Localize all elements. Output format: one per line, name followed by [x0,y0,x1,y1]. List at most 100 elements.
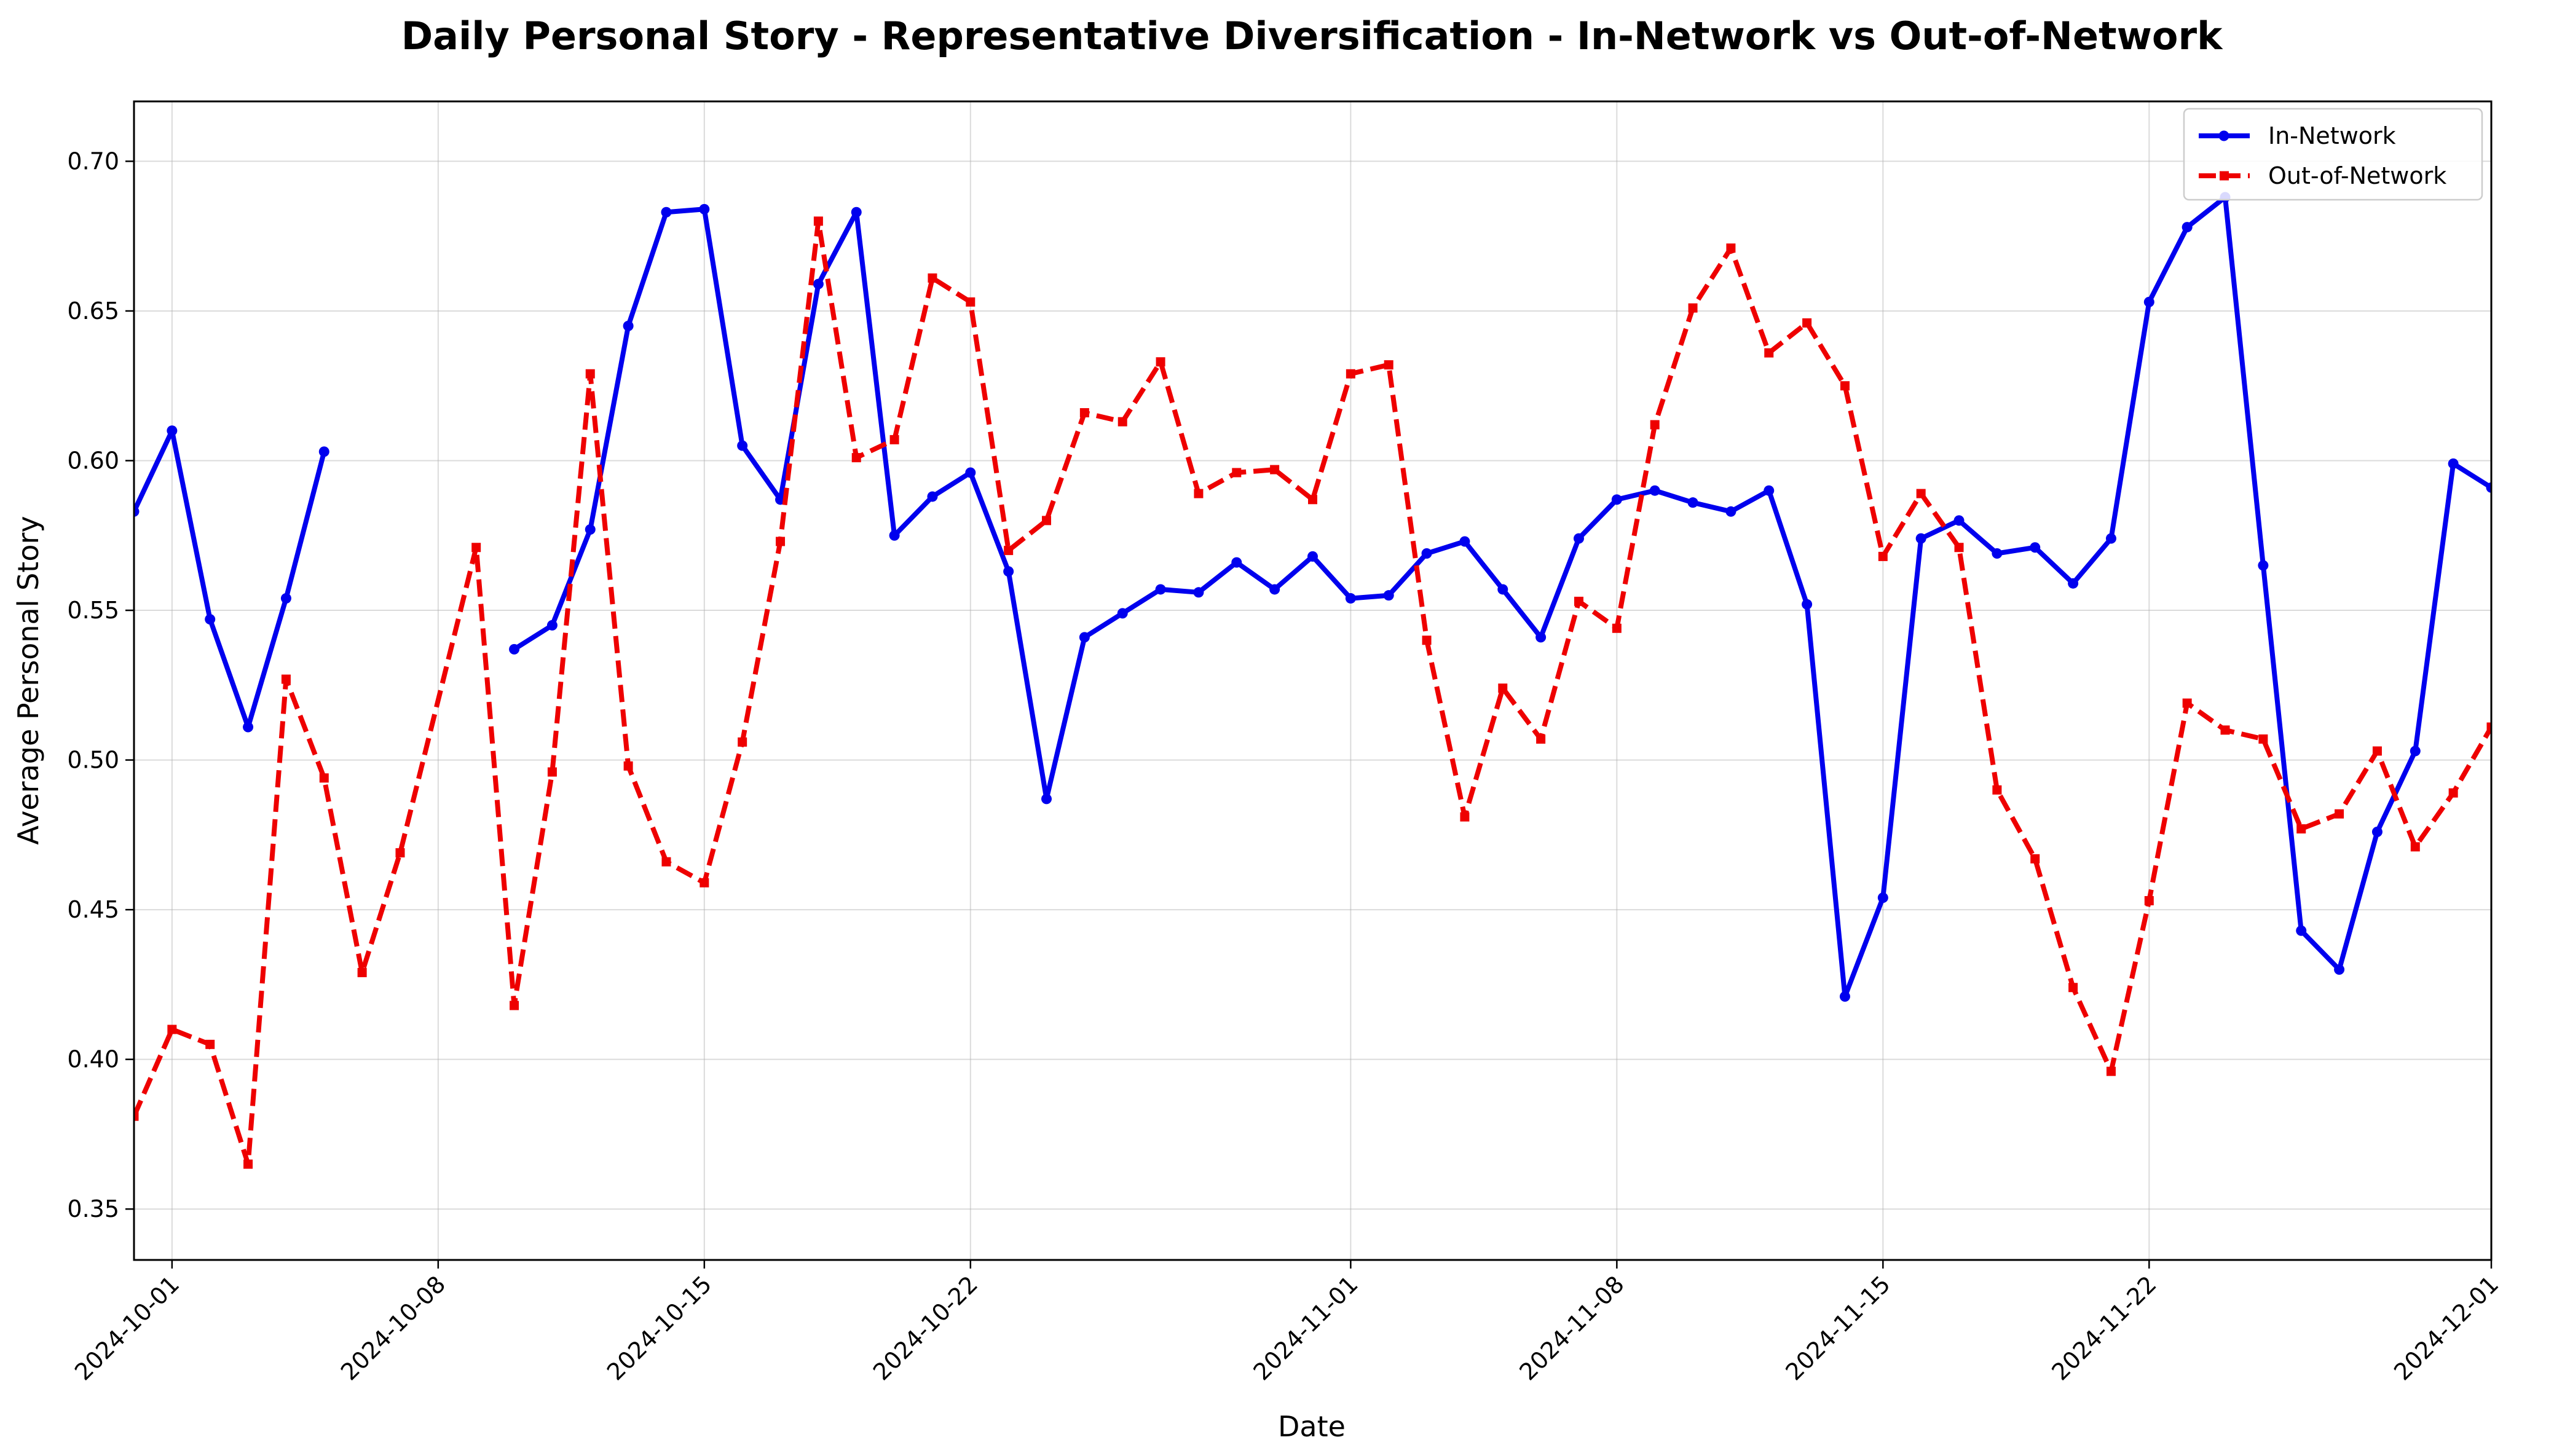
data-point-in-network [1839,991,1850,1002]
y-axis-label: Average Personal Story [12,516,45,844]
data-point-out-of-network [585,369,595,379]
data-point-out-of-network [2030,854,2040,864]
data-point-in-network [2068,578,2079,589]
grid [134,101,2492,1260]
data-point-out-of-network [2335,809,2344,819]
data-point-in-network [2296,925,2307,936]
legend-item-out-of-network: Out-of-Network [2199,162,2446,189]
data-point-out-of-network [471,543,481,553]
legend: In-Network Out-of-Network [2183,108,2483,201]
data-point-in-network [318,446,329,457]
plot-frame [133,100,2493,1261]
data-point-in-network [2334,964,2345,975]
data-point-in-network [2448,458,2459,469]
series-line-out-of-network [134,218,2491,1167]
x-axis-label: Date [1278,1410,1346,1443]
data-point-in-network [134,506,140,517]
data-point-out-of-network [1612,623,1622,633]
y-tick-label: 0.35 [67,1195,119,1222]
data-point-in-network [2371,826,2383,837]
data-point-out-of-network [700,878,709,887]
data-point-in-network [1345,593,1356,604]
data-point-in-network [1802,599,1813,610]
data-point-out-of-network [1726,243,1736,253]
data-point-out-of-network [1916,489,1926,498]
data-point-out-of-network [134,1111,139,1121]
data-point-out-of-network [1878,551,1888,561]
data-point-in-network [661,207,672,218]
data-point-out-of-network [2220,725,2230,735]
data-point-in-network [1421,548,1432,559]
data-point-in-network [1269,584,1280,595]
data-point-in-network [1307,551,1318,562]
data-point-out-of-network [1764,348,1774,358]
data-point-in-network [1725,506,1736,517]
data-point-in-network [1649,485,1660,496]
data-point-out-of-network [1384,360,1393,370]
data-point-out-of-network [1992,785,2002,795]
data-point-out-of-network [1042,516,1052,525]
data-point-out-of-network [1840,381,1850,391]
data-point-in-network [205,614,216,625]
data-point-in-network [509,643,520,655]
data-point-out-of-network [547,767,557,777]
data-point-out-of-network [281,674,291,684]
data-point-out-of-network [1954,543,1964,553]
y-tick-label: 0.45 [67,896,119,923]
y-axis: 0.35 0.40 0.45 0.50 0.55 0.60 0.65 0.70 [67,148,134,1222]
data-point-out-of-network [1346,369,1355,379]
data-point-out-of-network [928,273,937,283]
y-tick-label: 0.65 [67,297,119,325]
data-point-in-network [2486,482,2491,493]
data-point-out-of-network [319,773,329,783]
data-point-in-network [2258,560,2269,571]
data-point-in-network [1535,632,1547,643]
data-point-in-network [737,440,748,451]
data-point-in-network [1193,587,1204,598]
series-out-of-network [134,216,2491,1169]
data-point-in-network [699,203,710,214]
data-point-in-network [1915,533,1926,544]
data-point-out-of-network [2410,842,2420,852]
data-point-out-of-network [738,737,747,747]
series-in-network [134,192,2491,1002]
y-tick-label: 0.55 [67,597,119,624]
legend-marker [2218,130,2229,141]
data-point-out-of-network [1079,408,1089,418]
data-point-in-network [243,722,254,733]
data-point-out-of-network [1308,495,1317,505]
legend-items: In-Network Out-of-Network [2199,122,2446,189]
data-point-out-of-network [1422,636,1432,645]
data-point-out-of-network [1270,465,1280,474]
data-point-out-of-network [2106,1066,2116,1076]
data-point-out-of-network [776,537,786,546]
data-point-out-of-network [1802,318,1812,328]
data-point-in-network [2143,296,2154,307]
data-point-in-network [2182,222,2193,233]
data-point-in-network [813,278,824,289]
data-point-in-network [280,593,291,604]
data-point-in-network [889,530,900,541]
data-point-out-of-network [2182,698,2192,708]
data-point-in-network [1992,548,2003,559]
data-point-out-of-network [2296,824,2306,834]
data-point-in-network [965,467,976,478]
data-point-in-network [1041,793,1052,805]
data-point-out-of-network [2068,983,2078,993]
data-point-in-network [1877,892,1888,903]
data-point-in-network [927,491,938,502]
data-point-out-of-network [510,1001,519,1010]
data-point-out-of-network [1232,468,1242,478]
data-point-in-network [1687,497,1698,508]
data-point-out-of-network [1117,417,1127,427]
data-point-out-of-network [205,1039,215,1049]
data-point-in-network [851,207,862,218]
data-point-out-of-network [2144,896,2154,906]
legend-item-in-network: In-Network [2199,122,2396,149]
data-point-out-of-network [2372,746,2382,756]
data-point-in-network [623,320,634,331]
data-point-out-of-network [243,1159,253,1169]
data-point-out-of-network [1688,303,1698,313]
